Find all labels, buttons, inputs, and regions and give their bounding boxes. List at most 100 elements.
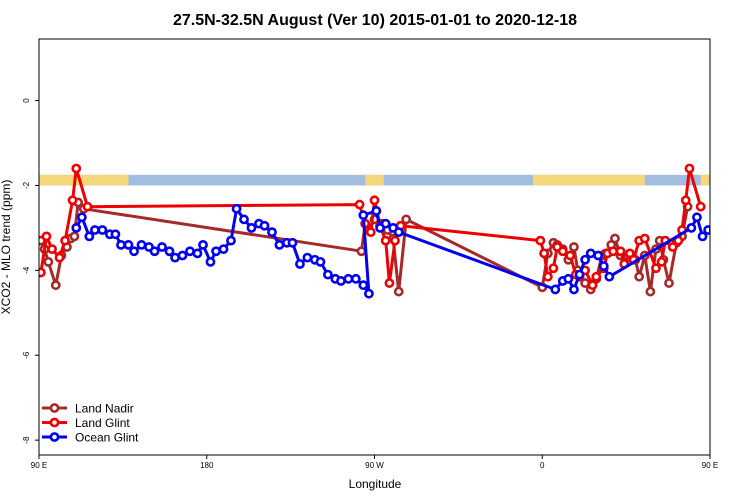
y-axis: 0 -2 -4 -6 -8 <box>22 98 39 444</box>
data-point <box>157 242 167 252</box>
data-point <box>680 195 691 206</box>
data-point <box>67 195 78 206</box>
data-point <box>302 252 313 263</box>
data-point <box>323 269 333 280</box>
land-strip-segment <box>39 174 129 186</box>
data-point <box>350 273 361 284</box>
data-point <box>336 276 346 286</box>
data-point <box>259 220 270 231</box>
y-tick-label: -2 <box>22 181 31 189</box>
data-point <box>708 226 710 234</box>
data-point <box>239 214 249 225</box>
data-point <box>569 242 579 252</box>
y-tick-label: 0 <box>22 98 31 103</box>
data-point <box>695 201 706 212</box>
data-point <box>97 225 108 235</box>
series-land-glint <box>39 163 706 291</box>
chart-title: 27.5N-32.5N August (Ver 10) 2015-01-01 t… <box>173 12 577 29</box>
data-point <box>401 214 412 225</box>
data-point <box>364 288 374 299</box>
series-layer <box>39 163 749 299</box>
data-point <box>39 267 46 278</box>
x-tick-label: 0 <box>540 461 545 470</box>
data-point <box>393 227 404 238</box>
land-sea-strip <box>39 174 710 186</box>
legend-swatch-marker <box>49 403 60 413</box>
data-point <box>569 284 579 295</box>
data-point <box>76 212 87 223</box>
data-point <box>231 203 242 214</box>
data-point <box>645 286 656 297</box>
legend-label: Land Nadir <box>75 402 134 416</box>
data-point <box>393 286 404 297</box>
legend-item: Ocean Glint <box>42 431 139 445</box>
data-point <box>315 256 326 267</box>
data-point <box>565 250 576 261</box>
data-point <box>71 222 82 233</box>
data-point <box>615 246 626 257</box>
data-point <box>634 271 645 282</box>
data-point <box>539 248 550 259</box>
x-tick-label: 90 E <box>31 461 47 470</box>
data-point <box>43 256 54 267</box>
data-point <box>246 222 257 233</box>
data-point <box>354 199 365 210</box>
data-point <box>177 250 188 261</box>
data-point <box>598 261 609 272</box>
data-point <box>136 239 147 250</box>
data-point <box>267 227 277 238</box>
data-point <box>380 218 391 229</box>
data-point <box>548 263 559 274</box>
data-point <box>384 278 395 288</box>
data-point <box>205 256 216 267</box>
legend-swatch-marker <box>49 417 60 428</box>
y-tick-label: -4 <box>22 266 31 274</box>
data-point <box>60 235 70 246</box>
data-point <box>697 231 708 242</box>
data-point <box>343 273 354 284</box>
data-point <box>198 239 208 250</box>
data-point <box>574 269 585 280</box>
data-point <box>580 278 591 288</box>
data-point <box>692 212 702 223</box>
data-point <box>274 239 285 250</box>
data-point <box>41 231 52 242</box>
data-point <box>82 201 93 212</box>
data-point <box>71 163 82 174</box>
data-point <box>164 246 175 257</box>
data-point <box>718 231 725 238</box>
data-point <box>729 241 736 248</box>
x-axis-label: Longitude <box>349 477 402 491</box>
data-point <box>365 227 376 238</box>
data-point <box>604 271 615 282</box>
data-point <box>218 244 229 255</box>
data-point <box>358 280 369 291</box>
data-point <box>50 280 61 291</box>
data-point <box>703 225 710 235</box>
data-point <box>356 246 367 257</box>
data-point <box>656 256 667 267</box>
data-point <box>371 206 382 216</box>
data-point <box>192 248 203 259</box>
data-point <box>390 235 400 246</box>
series-ocean-glint <box>71 203 749 299</box>
data-point <box>69 231 80 242</box>
data-point <box>608 246 618 257</box>
x-tick-label: 90 W <box>365 461 384 470</box>
land-strip-segment <box>532 174 645 186</box>
data-point <box>535 235 546 246</box>
data-point <box>47 244 57 255</box>
data-point <box>686 222 697 233</box>
data-point <box>170 252 180 263</box>
data-point <box>185 246 195 257</box>
data-point <box>542 271 553 282</box>
data-point <box>358 210 369 221</box>
data-point <box>684 163 695 174</box>
data-point <box>110 229 121 240</box>
data-point <box>585 248 596 259</box>
land-strip-segment <box>700 174 710 186</box>
legend-label: Ocean Glint <box>75 431 139 445</box>
data-point <box>742 246 749 253</box>
legend-swatch-marker <box>49 432 60 442</box>
